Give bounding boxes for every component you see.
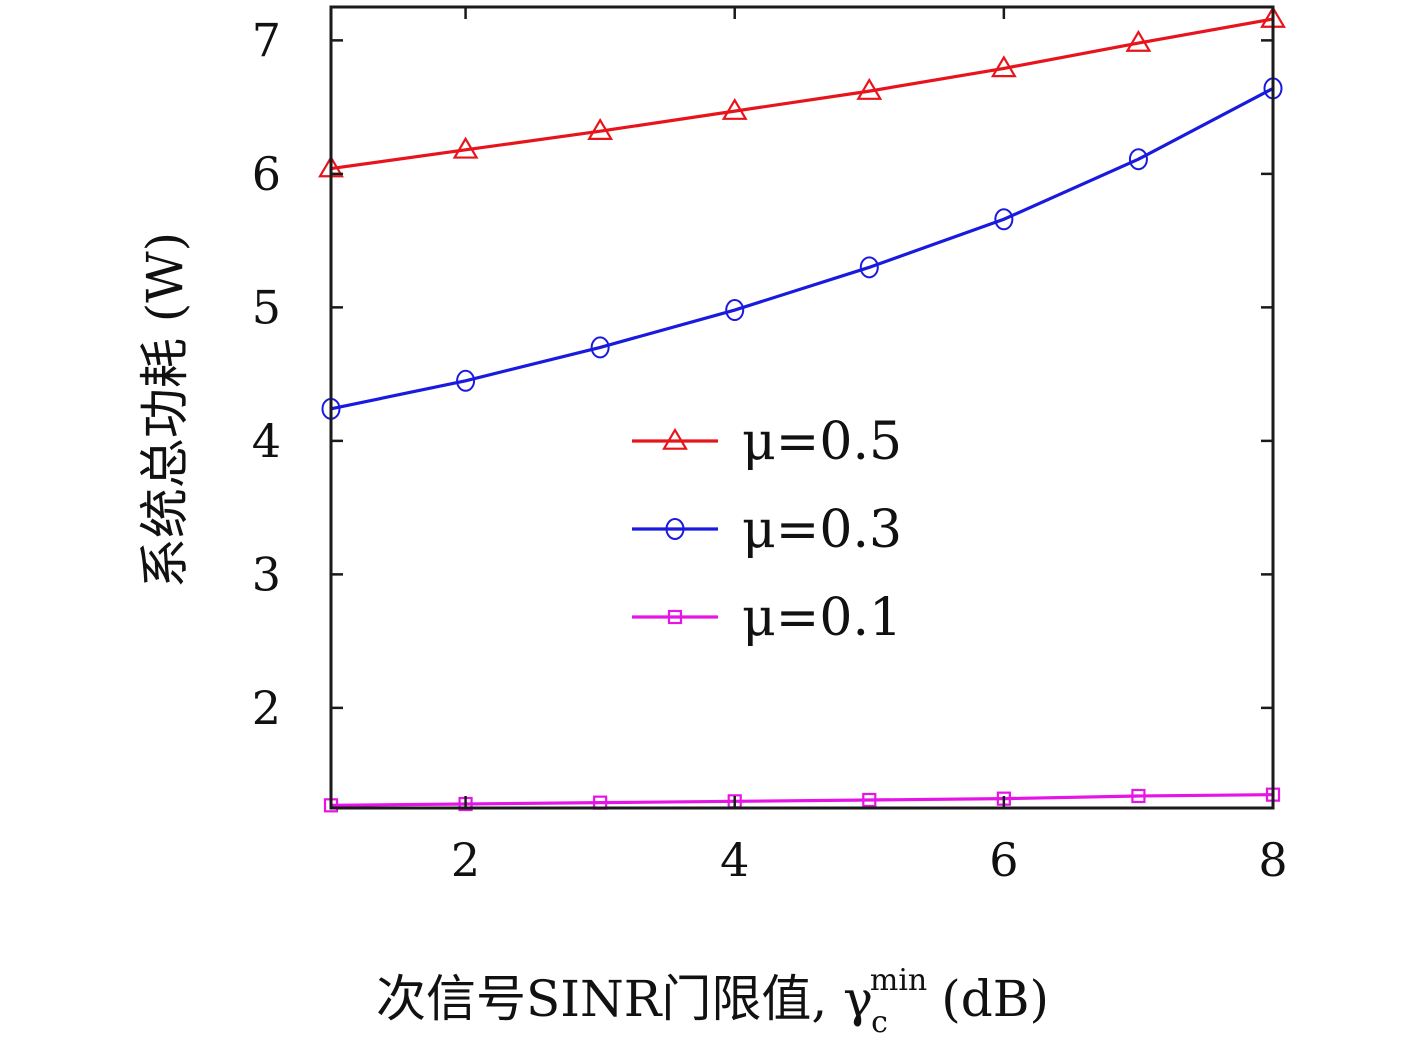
- legend-label-triangle: μ=0.5: [742, 412, 902, 472]
- x-tick-label-4: 4: [720, 833, 749, 887]
- series-layer: [318, 5, 1286, 813]
- x-axis-label-subscript: c: [871, 1005, 888, 1040]
- data-point-circle-6: [994, 208, 1014, 231]
- axes-layer: 2 4 6 8 2 3 4 5 6 7: [252, 5, 1288, 887]
- y-tick-label-4: 4: [252, 414, 281, 468]
- data-point-triangle-3: [587, 117, 614, 140]
- data-point-circle-7: [1128, 148, 1148, 171]
- data-point-triangle-2: [452, 136, 479, 159]
- series-line-triangle: [330, 17, 1274, 171]
- y-axis-label: 系统总功耗 (W): [136, 232, 194, 588]
- x-tick-label-6: 6: [989, 833, 1018, 887]
- x-axis-label-superscript: min: [870, 963, 927, 998]
- series-line-square: [330, 793, 1274, 807]
- legend-entry-circle: μ=0.3: [632, 500, 902, 560]
- y-tick-label-2: 2: [252, 681, 281, 735]
- legend-label-circle: μ=0.3: [742, 500, 902, 560]
- data-point-triangle-5: [856, 77, 883, 100]
- legend-label-square: μ=0.1: [742, 588, 902, 648]
- data-point-circle-5: [859, 256, 879, 279]
- plot-frame: [329, 5, 1275, 810]
- legend: μ=0.5 μ=0.3 μ=0.1: [632, 412, 902, 648]
- x-axis-label-main: 次信号SINR门限值, γ: [376, 970, 873, 1028]
- legend-entry-square: μ=0.1: [632, 588, 902, 648]
- x-tick-label-2: 2: [451, 833, 480, 887]
- y-tick-label-5: 5: [252, 280, 281, 334]
- data-point-circle-3: [590, 336, 610, 359]
- legend-marker-circle: [665, 518, 685, 540]
- series-line-circle: [330, 87, 1274, 411]
- data-point-square-5: [862, 792, 877, 808]
- y-tick-label-7: 7: [252, 13, 281, 67]
- data-point-circle-2: [456, 369, 476, 392]
- y-tick-label-3: 3: [252, 547, 281, 601]
- y-tick-label-6: 6: [252, 147, 281, 201]
- data-point-circle-4: [725, 299, 745, 322]
- legend-marker-square: [667, 609, 683, 625]
- data-point-triangle-4: [721, 97, 748, 120]
- x-axis-label: 次信号SINR门限值, γc min (dB): [376, 963, 1049, 1040]
- legend-marker-triangle: [662, 427, 688, 450]
- x-tick-label-8: 8: [1258, 833, 1287, 887]
- x-axis-label-unit: (dB): [941, 970, 1049, 1028]
- legend-entry-triangle: μ=0.5: [632, 412, 902, 472]
- data-point-square-7: [1131, 788, 1146, 804]
- data-point-triangle-6: [990, 55, 1017, 78]
- data-point-triangle-7: [1125, 29, 1152, 52]
